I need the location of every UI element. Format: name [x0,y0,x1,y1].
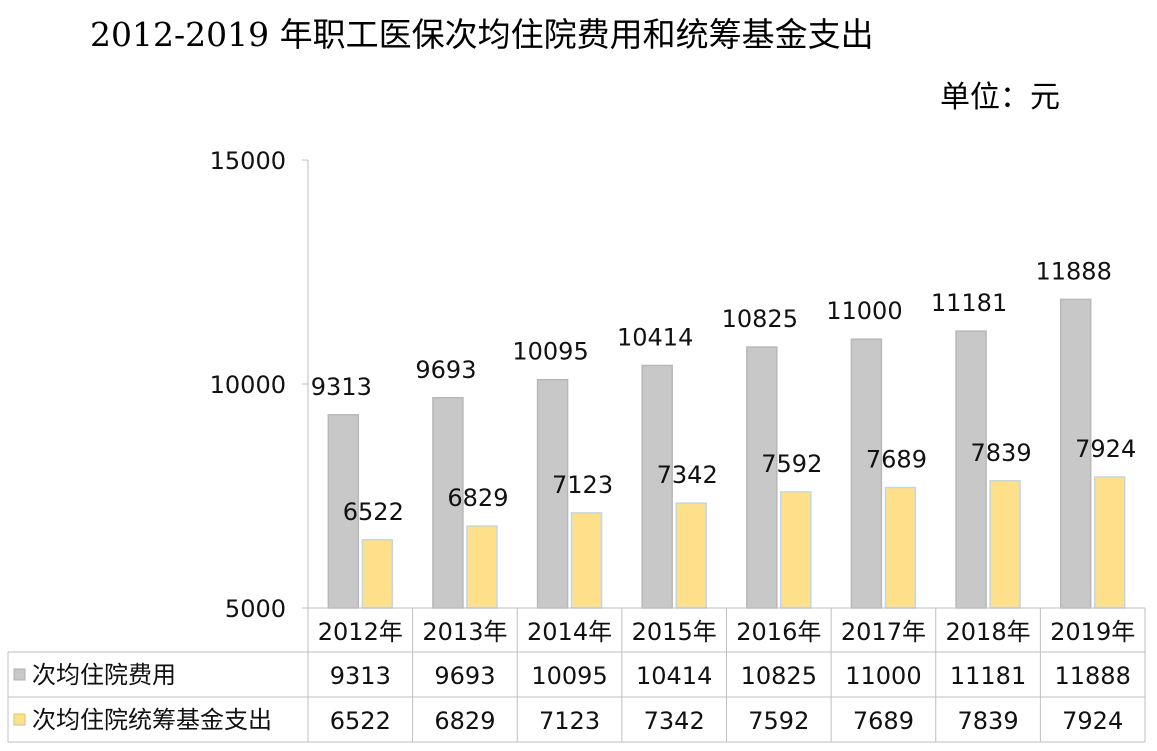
bar-fund-expenditure [675,502,707,609]
y-tick-label: 10000 [210,371,286,399]
table-cell-value: 7592 [748,707,809,735]
x-tick-label: 2019年 [1050,618,1135,646]
data-label-fund-expenditure: 7689 [866,446,927,474]
data-label-fund-expenditure: 6522 [343,498,404,526]
table-cell-value: 11181 [950,662,1026,690]
y-tick-label: 15000 [210,147,286,175]
bar-inpatient-cost [746,346,778,609]
data-label-fund-expenditure: 7592 [761,450,822,478]
x-tick-label: 2018年 [946,618,1031,646]
table-cell-value: 7924 [1062,707,1123,735]
bar-fund-expenditure [361,539,394,609]
table-cell-value: 7342 [644,707,705,735]
table-cell-value: 9313 [330,662,391,690]
table-cell-value: 6829 [434,707,495,735]
x-tick-label: 2015年 [632,618,717,646]
data-label-inpatient-cost: 11888 [1036,257,1112,285]
legend-label: 次均住院统筹基金支出 [32,706,272,734]
bar-inpatient-cost [850,338,883,609]
data-label-inpatient-cost: 11000 [826,297,902,325]
bar-inpatient-cost [641,364,673,609]
bar-fund-expenditure [884,486,917,609]
x-tick-label: 2017年 [841,618,926,646]
table-cell-value: 7123 [539,707,600,735]
data-label-fund-expenditure: 7123 [552,471,613,499]
data-label-inpatient-cost: 9693 [415,356,476,384]
legend-key [13,713,26,726]
table-cell-value: 11000 [845,662,921,690]
bar-fund-expenditure [780,491,812,609]
table-cell-value: 10414 [636,662,712,690]
table-cell-value: 6522 [330,707,391,735]
data-label-inpatient-cost: 11181 [931,289,1007,317]
table-cell-value: 9693 [434,662,495,690]
bar-inpatient-cost [432,397,464,609]
legend-key [13,668,26,681]
data-label-fund-expenditure: 6829 [447,484,508,512]
table-cell-value: 7839 [958,707,1019,735]
bar-fund-expenditure [989,480,1021,609]
data-label-inpatient-cost: 9313 [311,373,372,401]
unit-label: 单位：元 [940,80,1060,115]
x-tick-label: 2012年 [318,618,403,646]
bar-inpatient-cost [327,414,360,609]
chart-title: 2012-2019 年职工医保次均住院费用和统筹基金支出 [90,15,874,54]
table-cell-value: 10095 [531,662,607,690]
y-tick-label: 5000 [225,595,286,623]
bar-fund-expenditure [1093,476,1126,609]
legend-label: 次均住院费用 [32,661,176,689]
x-tick-label: 2016年 [736,618,821,646]
data-label-fund-expenditure: 7342 [657,461,718,489]
x-tick-label: 2014年 [527,618,612,646]
data-label-inpatient-cost: 10825 [722,305,798,333]
x-tick-label: 2013年 [422,618,507,646]
table-cell-value: 11888 [1055,662,1131,690]
bar-fund-expenditure [570,512,603,609]
bar-fund-expenditure [466,525,498,609]
bar-inpatient-cost [955,330,987,609]
table-cell-value: 10825 [741,662,817,690]
table-cell-value: 7689 [853,707,914,735]
data-label-inpatient-cost: 10414 [617,323,693,351]
data-label-fund-expenditure: 7839 [971,439,1032,467]
data-label-fund-expenditure: 7924 [1075,435,1136,463]
bar-inpatient-cost [1059,298,1092,609]
data-label-inpatient-cost: 10095 [512,338,588,366]
